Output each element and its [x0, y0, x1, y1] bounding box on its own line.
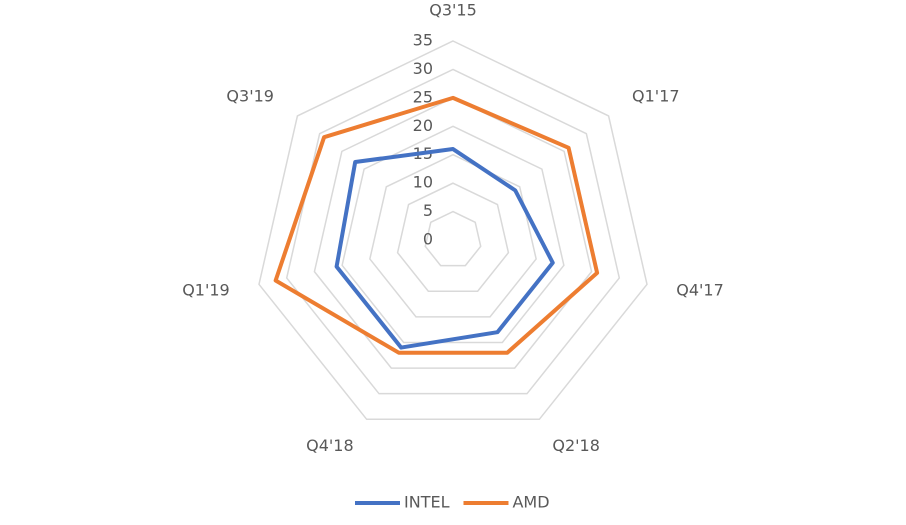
r-tick-label: 25 — [413, 87, 433, 106]
category-label: Q3'15 — [429, 1, 477, 20]
grid-ring — [396, 182, 510, 292]
series-line — [334, 147, 555, 350]
category-label: Q1'19 — [182, 280, 230, 299]
legend-label: INTEL — [404, 493, 450, 512]
grid-ring — [285, 68, 621, 395]
category-label: Q2'18 — [552, 436, 600, 455]
grid-ring — [341, 125, 565, 344]
grid-ring — [313, 97, 593, 369]
category-label: Q1'17 — [632, 87, 680, 106]
r-tick-label: 30 — [413, 59, 433, 78]
category-label: Q4'18 — [306, 436, 354, 455]
r-tick-label: 10 — [413, 173, 433, 192]
grid-ring — [424, 210, 482, 267]
r-tick-label: 20 — [413, 116, 433, 135]
legend-label: AMD — [512, 493, 549, 512]
r-tick-label: 5 — [423, 201, 433, 220]
series-line — [273, 95, 600, 355]
grid-ring — [258, 40, 648, 421]
category-label: Q4'17 — [676, 280, 724, 299]
category-label: Q3'19 — [226, 87, 274, 106]
r-tick-label: 0 — [423, 230, 433, 249]
r-tick-label: 35 — [413, 31, 433, 50]
grid-ring — [369, 153, 537, 318]
